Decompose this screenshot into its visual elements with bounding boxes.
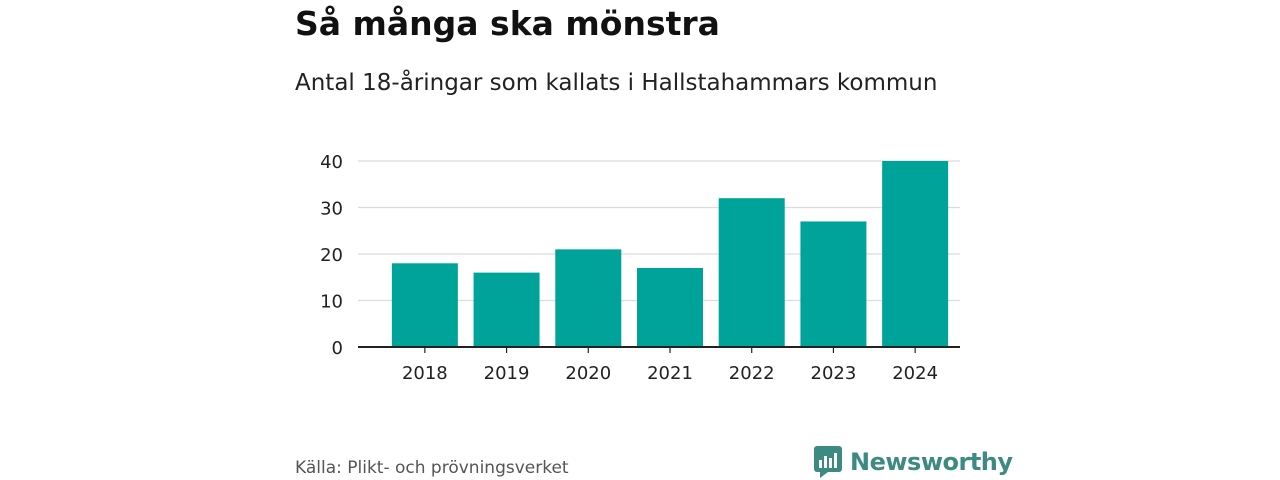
y-tick-label: 30 <box>320 199 343 220</box>
x-tick-label: 2019 <box>484 363 530 384</box>
y-tick-label: 20 <box>320 245 343 266</box>
y-tick-label: 10 <box>320 292 343 313</box>
bar-2023 <box>800 221 867 347</box>
x-tick-label: 2022 <box>729 363 775 384</box>
bar-2024 <box>882 161 949 347</box>
newsworthy-logo-icon <box>814 446 842 478</box>
bar-2020 <box>555 249 622 347</box>
bar-2022 <box>718 198 785 347</box>
x-tick-label: 2024 <box>892 363 938 384</box>
x-tick-label: 2021 <box>647 363 693 384</box>
bar-chart: 0 10 20 30 40 2018 2019 2020 2021 2022 2023 2024 <box>320 152 960 384</box>
source-note: Källa: Plikt- och prövningsverket <box>295 458 569 478</box>
brand-logo[interactable]: Newsworthy <box>814 446 1013 478</box>
x-tick-label: 2023 <box>811 363 857 384</box>
x-tick-label: 2018 <box>402 363 448 384</box>
bar-2018 <box>391 263 458 347</box>
chart-title: Så många ska mönstra <box>295 4 720 43</box>
bar-2021 <box>637 267 703 347</box>
y-tick-label: 40 <box>320 152 343 173</box>
bar-2019 <box>473 272 540 347</box>
x-tick-label: 2020 <box>565 363 611 384</box>
y-tick-label: 0 <box>332 338 343 359</box>
brand-name: Newsworthy <box>850 448 1013 476</box>
chart-subtitle: Antal 18-åringar som kallats i Hallstaha… <box>295 70 938 96</box>
